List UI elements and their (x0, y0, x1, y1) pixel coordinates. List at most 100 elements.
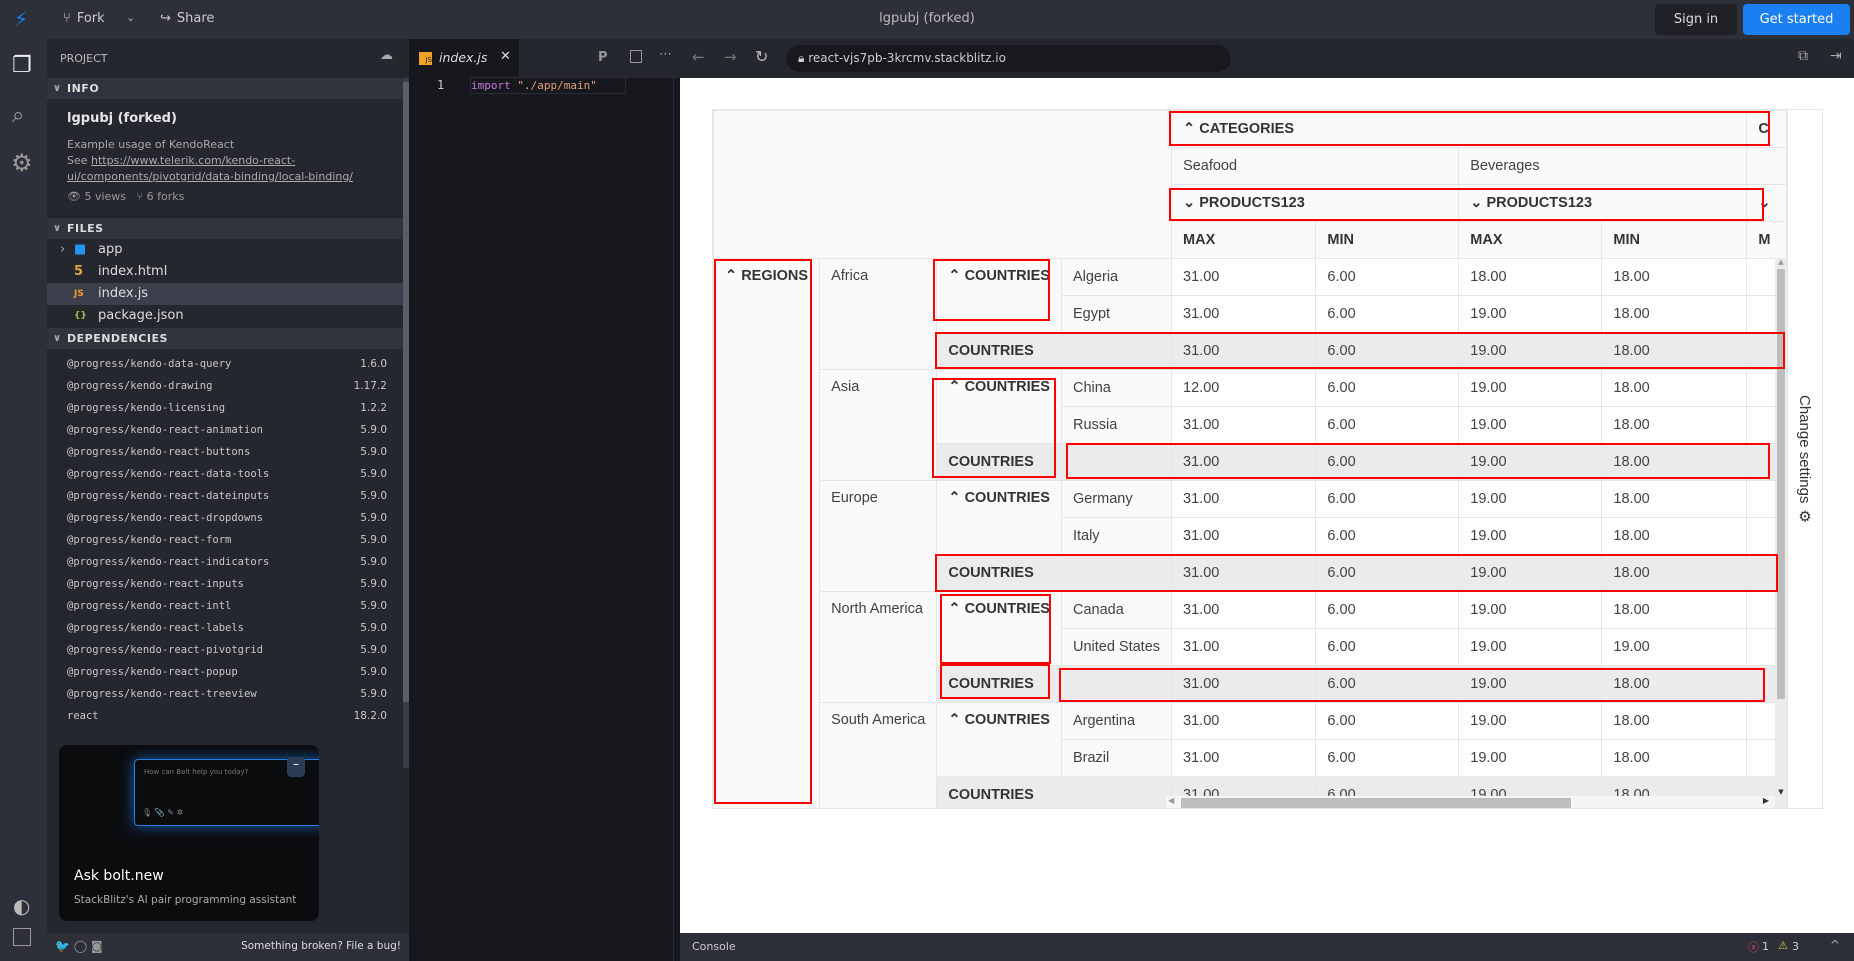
open-new-window-icon[interactable]: ⧉ (1798, 48, 1808, 64)
dependency-item[interactable]: @progress/kendo-react-buttons 5.9.0 (67, 446, 387, 458)
collapse-panel-icon[interactable]: ⇥ (1830, 48, 1842, 64)
row-header-countries[interactable]: ⌃ COUNTRIES (936, 480, 1062, 555)
forward-icon[interactable]: → (724, 48, 737, 66)
dependency-item[interactable]: @progress/kendo-react-intl 5.9.0 (67, 600, 387, 612)
file-bug-link[interactable]: Something broken? File a bug! (241, 940, 401, 952)
sign-in-button[interactable]: Sign in (1655, 4, 1737, 35)
data-cell: 31.00 (1171, 628, 1317, 666)
vertical-scrollbar[interactable]: ▲ ▼ (1775, 258, 1787, 796)
info-section-header[interactable]: ∨ INFO (47, 78, 403, 99)
column-header-partial[interactable]: C (1746, 110, 1787, 148)
close-tab-icon[interactable]: ✕ (500, 49, 511, 64)
row-header-countries[interactable]: ⌃ COUNTRIES (936, 258, 1062, 333)
fork-dropdown-chevron-icon[interactable]: ⌄ (126, 11, 136, 24)
row-header-countries[interactable]: ⌃ COUNTRIES (936, 591, 1062, 666)
files-section-header[interactable]: ∨ FILES (47, 218, 403, 239)
split-editor-icon[interactable] (630, 50, 642, 63)
data-cell: 19.00 (1458, 517, 1603, 555)
sidebar-scrollbar[interactable] (403, 78, 409, 768)
dependency-item[interactable]: @progress/kendo-react-dropdowns 5.9.0 (67, 512, 387, 524)
layout-icon[interactable] (13, 928, 31, 946)
gear-icon[interactable]: ⚙ (11, 149, 33, 177)
minimize-icon[interactable]: – (287, 757, 305, 777)
row-header-region: South America (819, 702, 938, 808)
back-icon[interactable]: ← (692, 48, 705, 66)
dependency-item[interactable]: @progress/kendo-react-labels 5.9.0 (67, 622, 387, 634)
dependencies-section-header[interactable]: ∨ DEPENDENCIES (47, 328, 403, 349)
js-icon: JS (419, 52, 432, 65)
expand-console-icon[interactable]: ^ (1830, 938, 1841, 952)
column-header-categories[interactable]: ⌃ CATEGORIES (1171, 110, 1748, 148)
total-cell: 31.00 (1171, 443, 1317, 481)
row-header-countries[interactable]: ⌃ COUNTRIES (936, 369, 1062, 444)
dependency-item[interactable]: @progress/kendo-react-popup 5.9.0 (67, 666, 387, 678)
scroll-right-icon[interactable]: ▶ (1762, 796, 1769, 805)
horizontal-scrollbar[interactable]: ◀ ▶ (1166, 796, 1775, 808)
dependency-item[interactable]: @progress/kendo-react-pivotgrid 5.9.0 (67, 644, 387, 656)
dependency-item[interactable]: react 18.2.0 (67, 710, 387, 722)
chevron-up-icon: ⌃ (1183, 121, 1200, 137)
scroll-up-icon[interactable]: ▲ (1778, 258, 1784, 266)
chevron-down-icon[interactable]: ⌄ (1746, 184, 1787, 222)
dependency-item[interactable]: @progress/kendo-react-data-tools 5.9.0 (67, 468, 387, 480)
dependency-item[interactable]: @progress/kendo-react-treeview 5.9.0 (67, 688, 387, 700)
tab-index-js[interactable]: JS index.js ✕ (409, 39, 519, 78)
total-row: COUNTRIES 31.00 6.00 19.00 18.00 (714, 554, 1787, 592)
chevron-down-icon: ∨ (53, 333, 62, 344)
file-item[interactable]: › ■ app (47, 239, 403, 261)
reload-icon[interactable]: ↻ (755, 47, 769, 66)
column-header-measure: MAX (1171, 221, 1317, 259)
dependency-item[interactable]: @progress/kendo-react-indicators 5.9.0 (67, 556, 387, 568)
theme-toggle-icon[interactable]: ◐ (13, 894, 31, 918)
dependency-item[interactable]: @progress/kendo-react-form 5.9.0 (67, 534, 387, 546)
row-header-country: Algeria (1060, 258, 1173, 296)
data-cell: 19.00 (1458, 480, 1603, 518)
dependency-item[interactable]: @progress/kendo-data-query 1.6.0 (67, 358, 387, 370)
project-description: Example usage of KendoReact See https://… (67, 138, 354, 183)
row-header-regions[interactable]: ⌃ REGIONS (713, 258, 821, 808)
table-row: North America ⌃ COUNTRIES Canada 31.00 6.00 1… (714, 591, 1787, 703)
sidebar-footer: 🐦 ◯ ◙ Something broken? File a bug! (47, 933, 409, 961)
file-item[interactable]: {} package.json (47, 305, 403, 327)
docs-link-cont[interactable]: ui/components/pivotgrid/data-binding/loc… (67, 170, 354, 183)
dependency-item[interactable]: @progress/kendo-react-animation 5.9.0 (67, 424, 387, 436)
dependency-item[interactable]: @progress/kendo-licensing 1.2.2 (67, 402, 387, 414)
folder-icon: ■ (74, 242, 87, 257)
code-line[interactable]: import "./app/main" (470, 77, 626, 94)
scroll-thumb[interactable] (1181, 798, 1571, 808)
dependency-item[interactable]: @progress/kendo-drawing 1.17.2 (67, 380, 387, 392)
dependency-item[interactable]: @progress/kendo-react-inputs 5.9.0 (67, 578, 387, 590)
fork-icon: ⑂ (63, 11, 71, 26)
search-icon[interactable]: ⌕ (12, 103, 25, 128)
share-button[interactable]: ↪ Share (160, 11, 215, 26)
download-cloud-icon[interactable]: ☁ (380, 48, 393, 63)
fork-button[interactable]: ⑂ Fork (63, 11, 105, 26)
activity-bar: ❐ ⌕ ⚙ ◐ (0, 39, 47, 961)
docs-link[interactable]: https://www.telerik.com/kendo-react- (91, 154, 296, 167)
table-row: ⌃ REGIONS Africa ⌃ COUNTRIES Algeria 31.00 6.… (713, 258, 1787, 808)
row-header-countries-total: COUNTRIES (936, 443, 1173, 481)
scroll-left-icon[interactable]: ◀ (1168, 796, 1175, 805)
file-item[interactable]: JS index.js (47, 283, 403, 305)
get-started-button[interactable]: Get started (1743, 4, 1850, 35)
files-icon[interactable]: ❐ (12, 53, 32, 78)
prettier-icon[interactable]: P (598, 50, 608, 65)
dependency-item[interactable]: @progress/kendo-react-dateinputs 5.9.0 (67, 490, 387, 502)
change-settings-panel[interactable]: Change settings ⚙ (1788, 109, 1823, 809)
column-header-products-seafood[interactable]: ⌄ PRODUCTS123 (1171, 184, 1460, 222)
scroll-down-icon[interactable]: ▼ (1778, 788, 1784, 796)
bolt-promo-card[interactable]: How can Bolt help you today? 🎙 📎 ✎ ✲ – A… (59, 745, 319, 921)
row-header-countries-total: COUNTRIES (936, 665, 1173, 703)
data-cell: 18.00 (1601, 406, 1748, 444)
console-bar[interactable]: Console ⓧ 1 ⚠ 3 ^ (680, 933, 1854, 961)
url-bar[interactable]: 🔒︎ react-vjs7pb-3krcmv.stackblitz.io (786, 45, 1231, 72)
more-icon[interactable]: ⋯ (659, 47, 672, 62)
chevron-up-icon: ⌃ (948, 712, 965, 728)
stackblitz-logo-icon[interactable]: ⚡ (14, 7, 29, 31)
row-header-countries[interactable]: ⌃ COUNTRIES (936, 702, 1062, 777)
file-item[interactable]: 5 index.html (47, 261, 403, 283)
social-icons[interactable]: 🐦 ◯ ◙ (55, 939, 103, 953)
scroll-thumb[interactable] (1777, 269, 1785, 699)
column-header-products-beverages[interactable]: ⌄ PRODUCTS123 (1458, 184, 1748, 222)
data-cell: 18.00 (1601, 369, 1748, 407)
